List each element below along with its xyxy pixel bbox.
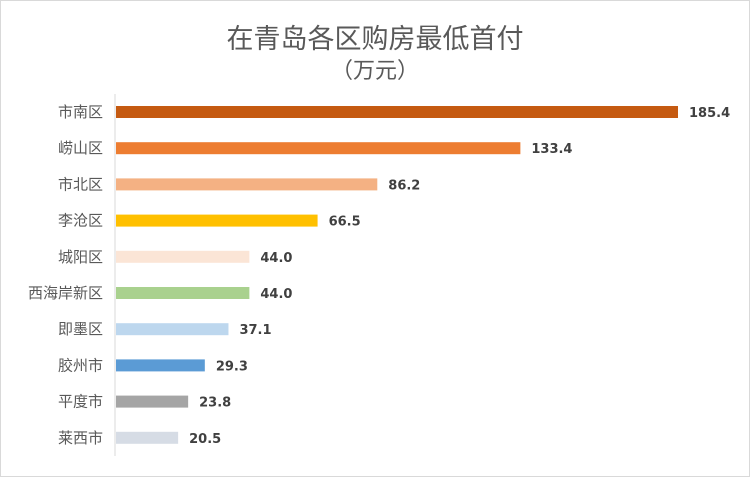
category-label: 李沧区 [58,212,103,230]
bar [116,106,678,118]
value-label: 29.3 [216,359,248,374]
value-label: 20.5 [189,432,221,447]
category-label: 胶州市 [58,356,103,374]
chart-subtitle: （万元） [330,59,419,84]
bar [116,395,189,408]
category-label: 莱西市 [58,429,103,447]
value-label: 86.2 [388,178,420,193]
category-label: 市南区 [58,103,103,121]
bar [116,287,250,299]
category-label: 市北区 [58,175,103,193]
category-label: 西海岸新区 [28,284,103,302]
category-label: 崂山区 [58,139,103,157]
category-label: 平度市 [58,393,103,411]
bar [116,214,318,227]
bar [116,431,179,444]
bar [116,323,229,336]
value-label: 44.0 [260,251,292,266]
category-label: 即墨区 [58,320,103,338]
value-label: 185.4 [689,106,730,121]
chart-title: 在青岛各区购房最低首付 [226,24,524,55]
value-label: 37.1 [239,323,271,338]
value-label: 133.4 [531,142,572,157]
bar [116,178,378,191]
value-label: 23.8 [199,396,231,411]
value-label: 44.0 [260,287,292,302]
bar [116,250,250,263]
category-label: 城阳区 [58,248,103,266]
value-label: 66.5 [329,215,361,230]
bar [116,359,205,372]
bar [116,142,521,155]
